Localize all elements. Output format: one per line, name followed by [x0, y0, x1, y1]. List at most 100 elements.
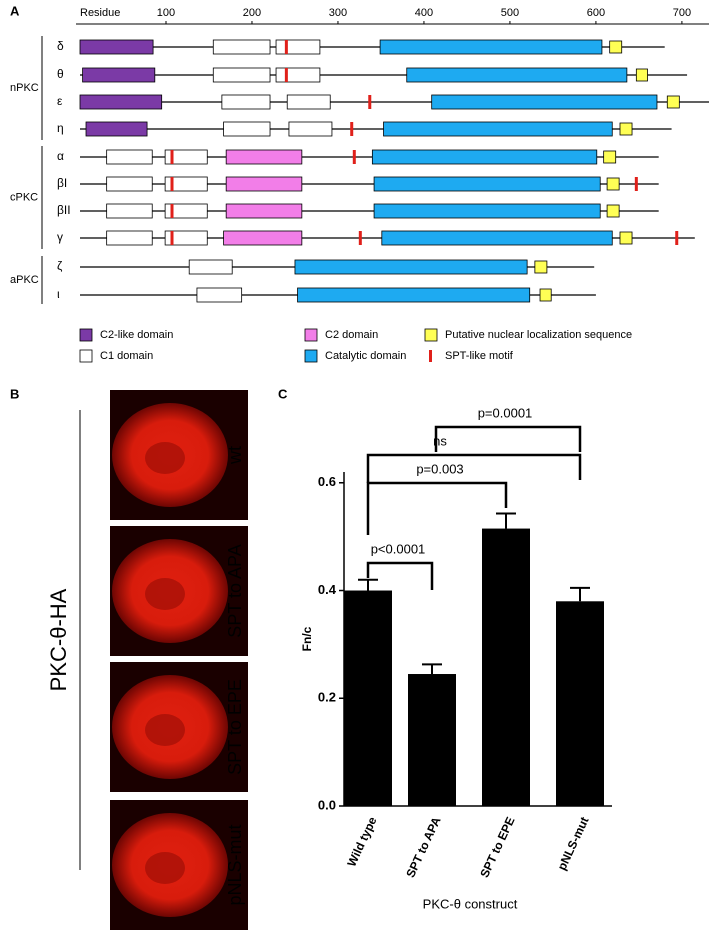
panel-title: PKC-θ-HA: [46, 588, 71, 691]
domain-catalytic: [371, 149, 598, 165]
panel-label: A: [10, 3, 20, 18]
protein-label: η: [57, 121, 64, 135]
legend-swatch: [424, 328, 438, 342]
spt-motif: [170, 150, 174, 164]
legend-label: C2 domain: [325, 329, 378, 341]
group-label: cPKC: [10, 191, 38, 203]
legend-swatch: [304, 328, 318, 342]
significance-label: p=0.0001: [478, 405, 533, 420]
domain-c1: [221, 94, 271, 110]
legend-swatch: [304, 349, 318, 363]
domain-c1: [286, 94, 331, 110]
domain-catalytic: [373, 176, 601, 192]
domain-catalytic: [431, 94, 658, 110]
domain-c1: [164, 176, 208, 192]
domain-c1: [164, 149, 208, 165]
spt-motif: [170, 204, 174, 218]
legend-label: Catalytic domain: [325, 350, 406, 362]
domain-c2: [225, 203, 303, 219]
legend-label: SPT-like motif: [445, 350, 514, 362]
domain-nls: [534, 260, 548, 274]
spt-motif: [675, 231, 679, 245]
spt-motif: [350, 122, 354, 136]
legend-label: C2-like domain: [100, 329, 173, 341]
domain-nls: [635, 68, 648, 82]
tick-label: 300: [329, 7, 347, 19]
significance-bracket: [434, 425, 582, 452]
spt-motif: [284, 68, 288, 82]
group-label: aPKC: [10, 274, 39, 286]
y-axis-label: Fn/c: [300, 626, 314, 651]
legend-label: Putative nuclear localization sequence: [445, 329, 632, 341]
axis-title: Residue: [80, 7, 120, 19]
domain-catalytic: [383, 121, 613, 137]
domain-c2-like: [82, 67, 156, 83]
domain-catalytic: [379, 39, 603, 55]
y-tick-label: 0.2: [318, 690, 336, 705]
spt-motif: [352, 150, 356, 164]
tick-label: 700: [673, 7, 691, 19]
domain-c2: [225, 149, 303, 165]
domain-nls: [606, 177, 620, 191]
significance-label: p<0.0001: [371, 541, 426, 556]
domain-nls: [609, 40, 623, 54]
y-tick-label: 0.0: [318, 797, 336, 812]
nucleus: [145, 442, 185, 474]
bar: [482, 528, 530, 806]
tick-label: 200: [243, 7, 261, 19]
protein-label: θ: [57, 67, 64, 81]
bar: [556, 601, 604, 806]
domain-c1: [196, 287, 243, 303]
nucleus: [145, 714, 185, 746]
bar: [344, 590, 392, 806]
domain-nls: [619, 231, 633, 245]
x-tick-label: SPT to APA: [403, 814, 443, 879]
protein-label: ι: [57, 287, 60, 301]
domain-catalytic: [406, 67, 628, 83]
panel-label: C: [278, 386, 288, 401]
domain-catalytic: [373, 203, 601, 219]
tick-label: 600: [587, 7, 605, 19]
domain-c1: [106, 149, 153, 165]
significance-bracket: [366, 453, 582, 483]
domain-c1: [164, 230, 208, 246]
domain-nls: [603, 150, 617, 164]
domain-c1: [275, 39, 321, 55]
domain-nls: [619, 122, 633, 136]
error-bar: [422, 663, 442, 675]
panel-label: B: [10, 386, 19, 401]
domain-c1: [212, 67, 271, 83]
legend-swatch: [429, 350, 432, 362]
protein-label: δ: [57, 39, 64, 53]
group-label: nPKC: [10, 82, 39, 94]
domain-c1: [275, 67, 321, 83]
nucleus: [145, 852, 185, 884]
spt-motif: [284, 40, 288, 54]
spt-motif: [358, 231, 362, 245]
legend-swatch: [79, 349, 93, 363]
tick-label: 500: [501, 7, 519, 19]
error-bar: [358, 578, 378, 591]
protein-label: γ: [57, 230, 63, 244]
protein-label: α: [57, 149, 64, 163]
domain-c1: [288, 121, 333, 137]
image-label: SPT to APA: [225, 544, 245, 637]
error-bar: [570, 586, 590, 602]
significance-label: p=0.003: [416, 461, 463, 476]
error-bar: [496, 512, 516, 529]
protein-label: ζ: [57, 259, 63, 273]
significance-bracket: [366, 561, 434, 590]
significance-bracket: [366, 481, 508, 535]
legend-swatch: [79, 328, 93, 342]
domain-c1: [164, 203, 208, 219]
domain-c1: [188, 259, 233, 275]
domain-c1: [223, 121, 271, 137]
domain-c2: [223, 230, 303, 246]
spt-motif: [170, 177, 174, 191]
domain-catalytic: [381, 230, 613, 246]
domain-nls: [606, 204, 620, 218]
tick-label: 100: [157, 7, 175, 19]
image-label: pNLS-mut: [225, 824, 245, 905]
bar: [408, 674, 456, 806]
y-tick-label: 0.6: [318, 474, 336, 489]
